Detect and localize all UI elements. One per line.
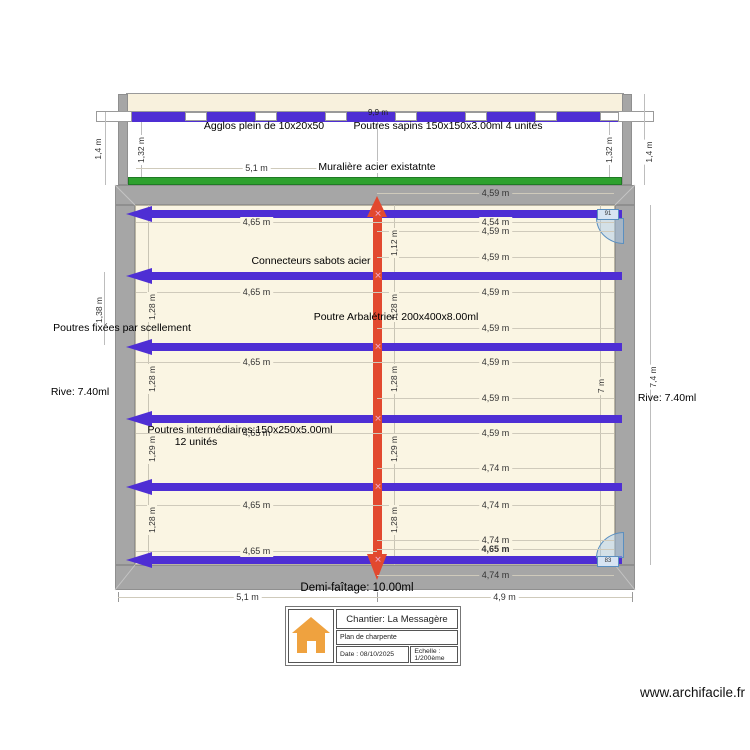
purple-beam-arrowhead xyxy=(126,479,152,495)
agglo-notch xyxy=(185,112,207,121)
arbaletrier-arrowhead-top xyxy=(367,196,387,217)
dim-label-h: 4,74 m xyxy=(377,535,614,546)
dim-label-h: 4,59 m xyxy=(377,226,614,237)
arbaletrier-arrowhead-bottom xyxy=(367,554,387,580)
dim-label-h: 4,9 m xyxy=(377,592,632,603)
dim-label-h: 4,54 m xyxy=(377,217,614,228)
dim-label-h: 4,59 m xyxy=(377,252,614,263)
dim-label-h: 5,1 m xyxy=(118,592,377,603)
title-block: Chantier: La Messagère Plan de charpente… xyxy=(285,606,461,666)
muraliere-beam[interactable] xyxy=(128,177,622,185)
dim-label-v: 1,32 m xyxy=(604,135,614,165)
annotation-connecteurs: Connecteurs sabots acier xyxy=(251,255,371,267)
purple-beam[interactable] xyxy=(150,272,622,280)
dim-label-h: 4,65 m xyxy=(136,500,377,511)
titleblock-plan-name: Plan de charpente xyxy=(336,630,458,645)
arbaletrier-beam[interactable] xyxy=(373,212,382,560)
dim-label-h: 4,65 m xyxy=(377,544,614,555)
purple-beam[interactable] xyxy=(150,343,622,351)
wall-right xyxy=(615,205,635,565)
watermark: www.archifacile.fr xyxy=(639,685,745,700)
purple-beam-arrowhead xyxy=(126,339,152,355)
dim-label-h: 4,59 m xyxy=(377,357,614,368)
intersection-marker: ✕ xyxy=(374,270,382,281)
annotation-rive-right: Rive: 7.40ml xyxy=(637,392,697,404)
dim-label-h: 4,65 m xyxy=(136,546,377,557)
dim-label-v: 1,4 m xyxy=(93,136,103,162)
dim-line xyxy=(105,112,106,185)
annotation-poutres-sapins: Poutres sapins 150x150x3.00ml 4 unités xyxy=(353,120,543,132)
dim-label-h: 4,65 m xyxy=(136,357,377,368)
agglo-notch xyxy=(618,111,654,122)
purple-beam-arrowhead xyxy=(126,411,152,427)
annotation-intermediaires-2: 12 unités xyxy=(174,436,218,448)
dim-label-v: 1,12 m xyxy=(389,228,399,258)
purple-beam-arrowhead xyxy=(126,268,152,284)
house-icon xyxy=(292,617,330,655)
dim-label-v: 1,29 m xyxy=(389,434,399,464)
dim-label-v: 1,28 m xyxy=(147,292,157,322)
wall-left xyxy=(115,205,135,565)
annotation-intermediaires: Poutres intermédiaires:150x250x5.00ml xyxy=(147,424,333,436)
dim-label-v: 7,4 m xyxy=(648,364,658,390)
dim-label-h: 4,74 m xyxy=(377,570,614,581)
annotation-rive-left: Rive: 7.40ml xyxy=(50,386,110,398)
annotation-scellement: Poutres fixées par scellement xyxy=(53,322,191,334)
intersection-marker: ✕ xyxy=(374,481,382,492)
dim-label-h: 4,74 m xyxy=(377,500,614,511)
dim-label-v: 1,28 m xyxy=(389,364,399,394)
annotation-arbaletrier: Poutre Arbalétrier: 200x400x8.00ml xyxy=(313,311,479,323)
dim-label-h: 4,65 m xyxy=(136,428,377,439)
dim-line xyxy=(104,272,105,345)
agglo-notch xyxy=(255,112,277,121)
dim-label-v: 1,28 m xyxy=(147,364,157,394)
intersection-marker: ✕ xyxy=(374,208,382,219)
intersection-marker: ✕ xyxy=(374,413,382,424)
door-width-label: 83 xyxy=(597,556,619,567)
annex-wall-left xyxy=(118,94,128,185)
intersection-marker: ✕ xyxy=(374,554,382,565)
logo-cell xyxy=(288,609,334,663)
dim-label-h: 4,59 m xyxy=(377,188,614,199)
dim-label-v: 1,4 m xyxy=(644,139,654,165)
agglo-notch xyxy=(465,112,487,121)
purple-beam[interactable] xyxy=(150,415,622,423)
annex-wall-right xyxy=(622,94,632,185)
dim-label-h: 4,59 m xyxy=(377,287,614,298)
dim-tick xyxy=(632,592,633,602)
dim-label-h: 4,65 m xyxy=(136,217,377,228)
dim-label-v: 7 m xyxy=(596,376,606,396)
agglo-notch xyxy=(325,112,347,121)
agglo-notch xyxy=(96,111,132,122)
dim-label-v: 1,28 m xyxy=(389,505,399,535)
annotation-muraliere: Muralière acier existatnte xyxy=(316,161,438,173)
annotation-agglos: Agglos plein de 10x20x50 xyxy=(203,120,325,132)
dim-label-v: 1,28 m xyxy=(147,505,157,535)
titleblock-chantier: Chantier: La Messagère xyxy=(336,609,458,629)
dim-label-h: 4,59 m xyxy=(377,428,614,439)
dim-label-v: 1,38 m xyxy=(94,295,104,325)
top-sapin-beam[interactable] xyxy=(118,112,632,122)
purple-beam-arrowhead xyxy=(126,206,152,222)
agglo-notch xyxy=(395,112,417,121)
dim-label-h: 4,65 m xyxy=(136,287,377,298)
dim-label-h: 4,74 m xyxy=(377,463,614,474)
intersection-marker: ✕ xyxy=(374,341,382,352)
titleblock-scale: Echelle : 1/200ème xyxy=(410,646,458,663)
titleblock-date: Date : 08/10/2025 xyxy=(336,646,410,663)
annotation-demi-faitage: Demi-faîtage: 10.00ml xyxy=(300,582,414,594)
dim-label-v: 1,29 m xyxy=(147,434,157,464)
dim-label-h: 5,1 m xyxy=(136,163,377,174)
agglo-notch xyxy=(535,112,557,121)
dim-label-h: 4,59 m xyxy=(377,393,614,404)
purple-beam-arrowhead xyxy=(126,552,152,568)
dim-label-h: 4,59 m xyxy=(377,323,614,334)
dim-label-v: 1,32 m xyxy=(136,135,146,165)
door-width-label: 91 xyxy=(597,209,619,220)
purple-beam[interactable] xyxy=(150,483,622,491)
dim-line xyxy=(377,122,378,177)
